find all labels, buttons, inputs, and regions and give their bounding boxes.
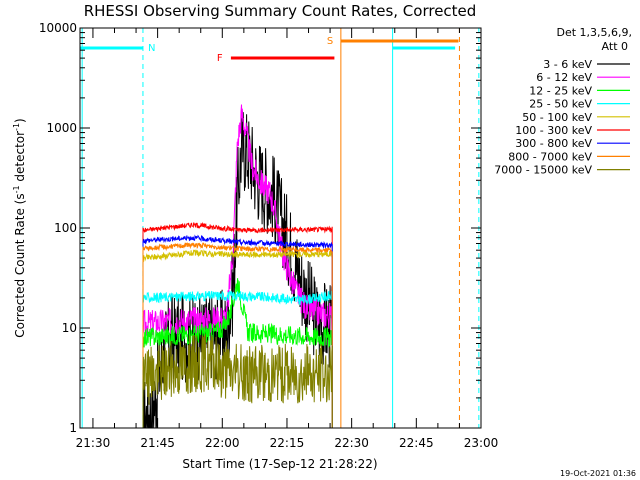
series-line-8 xyxy=(142,334,333,428)
series-line-3 xyxy=(142,290,333,428)
x-tick-label: 21:30 xyxy=(76,436,111,450)
y-tick-label: 100 xyxy=(54,221,77,235)
flare-label: F xyxy=(217,53,223,64)
saa-label: S xyxy=(327,36,333,47)
x-tick-label: 22:45 xyxy=(399,436,434,450)
y-axis-label-main: Corrected Count Rate (s xyxy=(13,193,27,337)
x-axis-label: Start Time (17-Sep-12 21:28:22) xyxy=(182,457,377,471)
series-line-6 xyxy=(142,234,333,428)
y-axis-label-mid: detector xyxy=(13,131,27,186)
legend-label: 800 - 7000 keV xyxy=(508,150,592,163)
y-axis-label-exp1: -1 xyxy=(12,185,21,193)
x-axis: 21:30 21:45 22:00 22:15 22:30 22:45 23:00 xyxy=(76,28,499,450)
y-axis: 1 10 100 1000 10000 xyxy=(39,21,481,435)
legend-label: 100 - 300 keV xyxy=(515,124,592,137)
night-label: N xyxy=(148,43,155,54)
y-axis-label: Corrected Count Rate (s-1 detector-1) xyxy=(12,118,27,337)
series-line-5 xyxy=(142,221,333,428)
legend-label: 300 - 800 keV xyxy=(515,137,592,150)
x-tick-label: 22:00 xyxy=(205,436,240,450)
legend-detectors: Det 1,3,5,6,9, xyxy=(556,26,632,39)
series-line-2 xyxy=(142,278,333,428)
y-tick-label: 10 xyxy=(62,321,77,335)
y-axis-label-exp2: -1 xyxy=(12,123,21,131)
legend-label: 6 - 12 keV xyxy=(536,71,592,84)
y-tick-label: 1000 xyxy=(46,121,77,135)
legend-label: 50 - 100 keV xyxy=(522,111,592,124)
x-tick-label: 22:15 xyxy=(270,436,305,450)
y-tick-label: 10000 xyxy=(39,21,77,35)
legend-label: 7000 - 15000 keV xyxy=(494,164,592,177)
x-tick-label: 21:45 xyxy=(140,436,175,450)
chart-title: RHESSI Observing Summary Count Rates, Co… xyxy=(84,2,477,20)
timestamp: 19-Oct-2021 01:36 xyxy=(560,469,636,478)
x-tick-label: 23:00 xyxy=(464,436,499,450)
legend-label: 12 - 25 keV xyxy=(529,84,592,97)
y-tick-label: 1 xyxy=(69,421,77,435)
x-tick-label: 22:30 xyxy=(334,436,369,450)
legend-label: 25 - 50 keV xyxy=(529,98,592,111)
legend-label: 3 - 6 keV xyxy=(543,58,592,71)
series-line-7 xyxy=(142,242,333,428)
plot-area: N S F xyxy=(80,28,480,429)
legend-attenuator: Att 0 xyxy=(602,40,628,53)
series-line-4 xyxy=(142,249,333,428)
y-axis-label-end: ) xyxy=(13,118,27,123)
